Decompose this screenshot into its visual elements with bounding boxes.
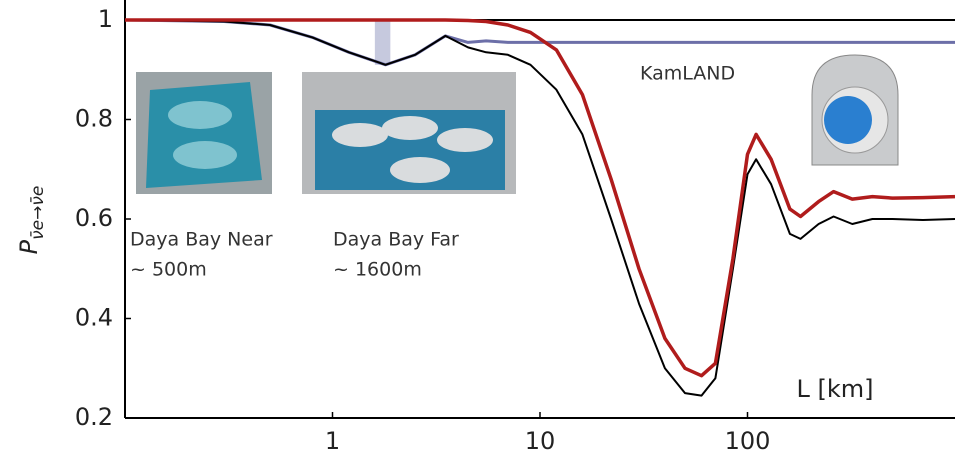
x-tick-label: 1 (325, 427, 340, 455)
x-tick-label: 10 (525, 427, 556, 455)
annotation: ~ 500m (130, 259, 207, 281)
data-line (124, 19, 955, 397)
y-tick-label: 0.8 (75, 105, 113, 133)
x-axis-label: L [km] (796, 375, 873, 403)
highlight-band (374, 20, 391, 65)
x-tick-label: 100 (725, 427, 771, 455)
photo-far (302, 72, 516, 194)
annotation: Daya Bay Near (130, 229, 273, 251)
y-tick-label: 0.2 (75, 403, 113, 431)
plot: 0.2 0.4 0.6 0.8 1 1 10 100 (75, 0, 955, 455)
annotation: Daya Bay Far (333, 229, 459, 251)
annotation: ~ 1600m (333, 259, 422, 281)
data-line (124, 18, 955, 67)
annotation: KamLAND (640, 63, 735, 85)
y-axis-label: Pν̄e→ν̄e (15, 186, 48, 255)
data-line (125, 18, 955, 378)
photo-near (136, 72, 272, 194)
y-tick-label: 0.4 (75, 304, 113, 332)
photo-kamland (811, 54, 899, 166)
y-tick-label: 0.6 (75, 204, 113, 232)
y-label-subscript: ν̄e→ν̄e (28, 186, 48, 240)
y-tick-label: 1 (98, 5, 113, 33)
y-label-symbol: P (15, 239, 43, 254)
